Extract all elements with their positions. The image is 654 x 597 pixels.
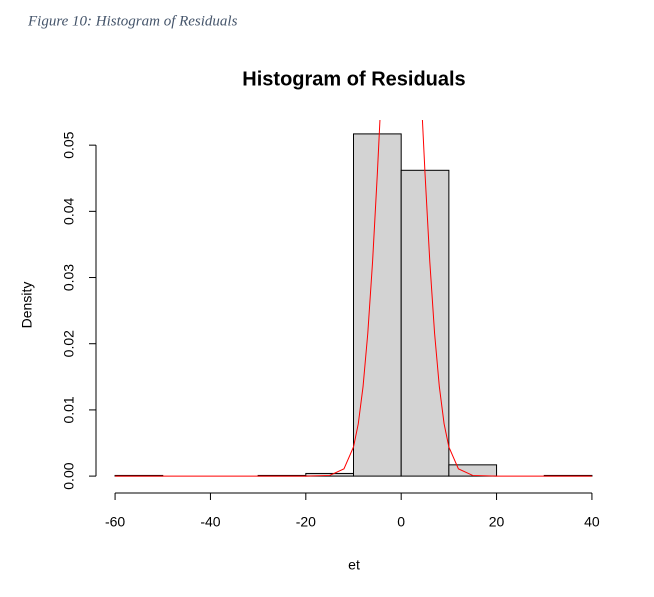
x-axis-label: et	[348, 557, 360, 573]
bar	[353, 133, 402, 477]
y-tick-label: 0.02	[61, 330, 77, 357]
density-curve	[115, 120, 592, 477]
x-tick-label: -40	[200, 514, 220, 530]
y-tick-label: 0.00	[61, 462, 77, 489]
x-tick-label: 20	[489, 514, 505, 530]
bars	[114, 133, 593, 477]
x-tick-label: 0	[397, 514, 405, 530]
bar	[448, 464, 498, 477]
chart-title: Histogram of Residuals	[242, 68, 465, 90]
y-tick-label: 0.04	[61, 198, 77, 225]
x-tick-label: 40	[584, 514, 600, 530]
figure-caption: Figure 10: Histogram of Residuals	[27, 13, 238, 29]
y-axis-label: Density	[19, 282, 35, 329]
bar	[400, 169, 450, 477]
x-tick-label: -20	[296, 514, 316, 530]
y-tick-label: 0.03	[61, 264, 77, 291]
y-tick-label: 0.05	[61, 131, 77, 158]
y-tick-label: 0.01	[61, 396, 77, 423]
density-curve-group	[115, 120, 592, 477]
x-tick-label: -60	[105, 514, 125, 530]
